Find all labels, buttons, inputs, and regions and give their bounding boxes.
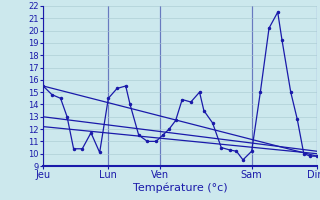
X-axis label: Température (°c): Température (°c) [133,183,227,193]
